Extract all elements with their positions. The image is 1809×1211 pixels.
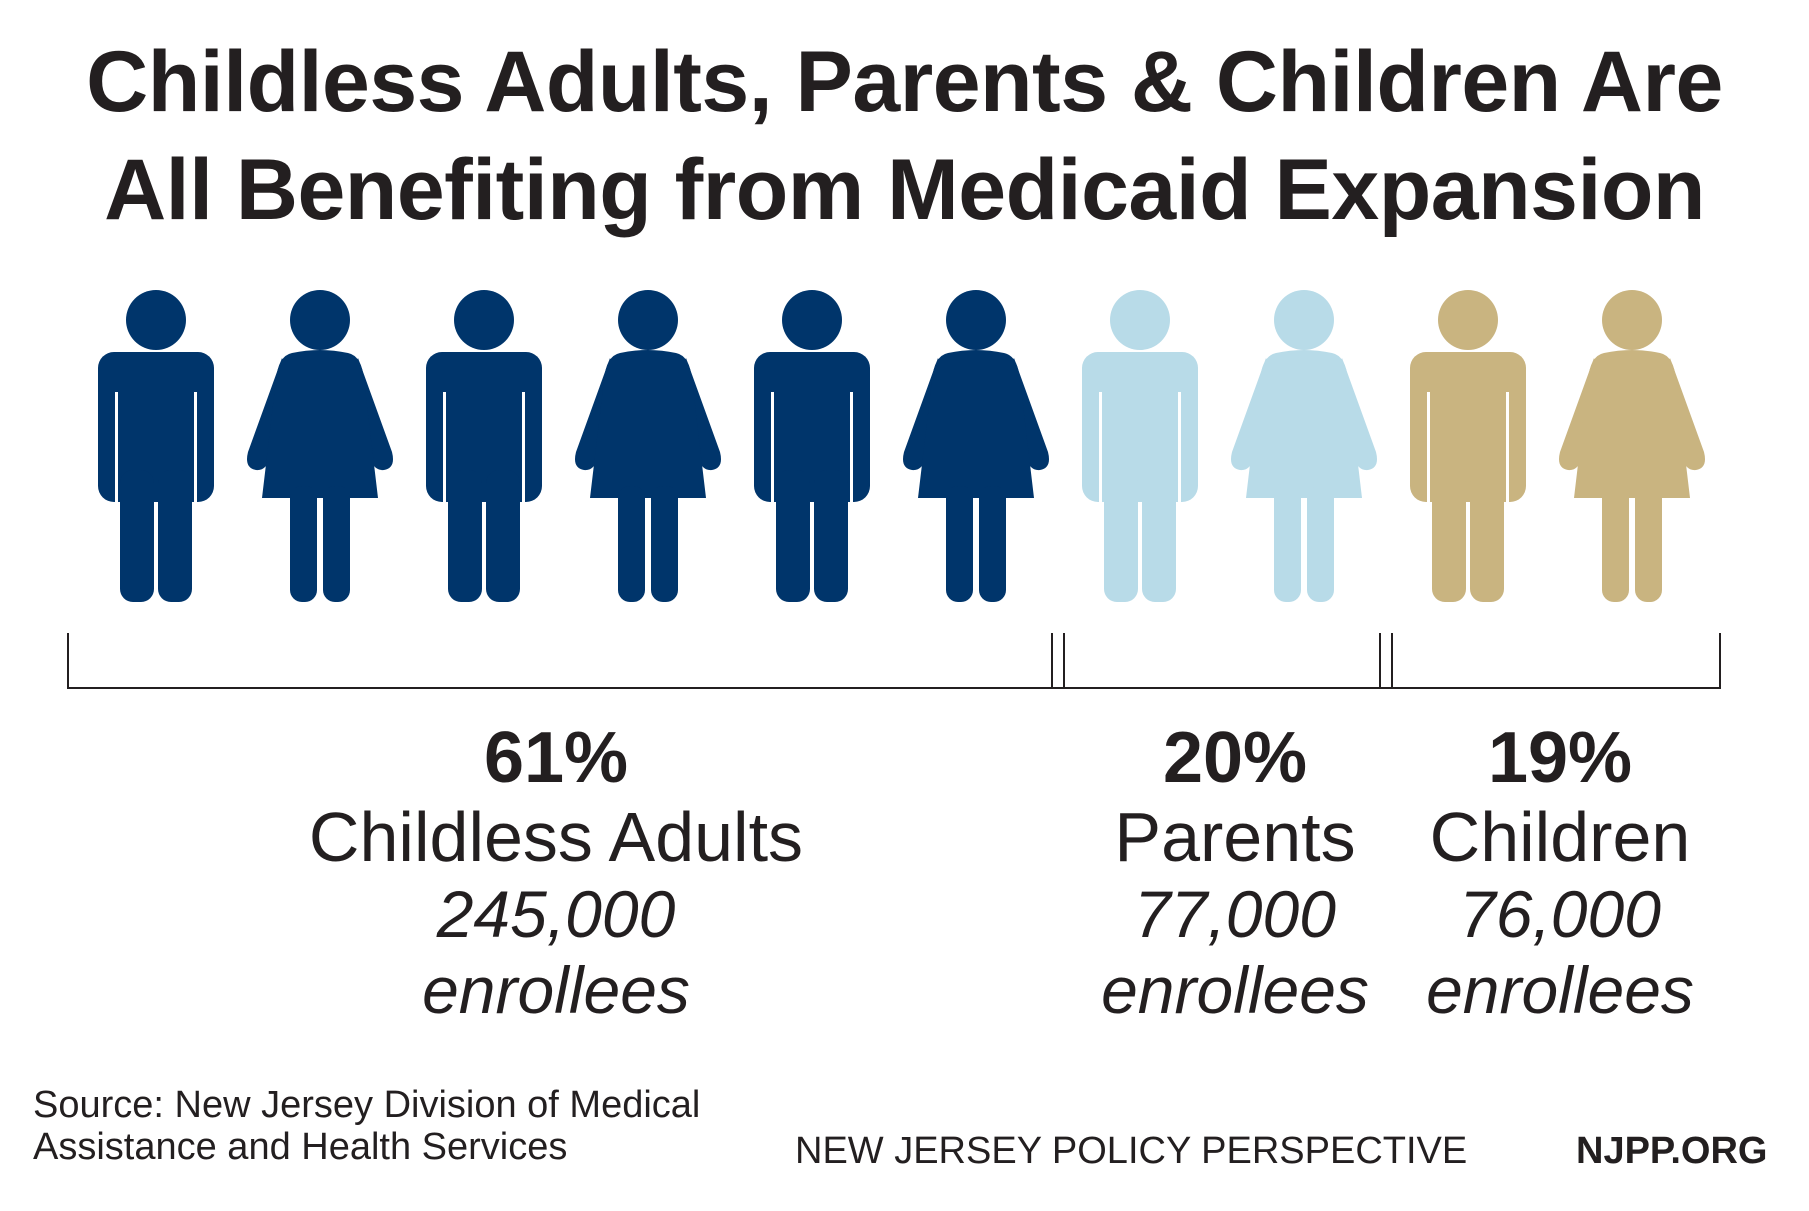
organization-name: NEW JERSEY POLICY PERSPECTIVE: [795, 1130, 1468, 1172]
bracket-parents: [1051, 633, 1393, 689]
group-brackets: [67, 633, 1721, 689]
female-figure-icon: [247, 290, 393, 602]
female-figure-icon: [575, 290, 721, 602]
unit-label: enrollees: [422, 953, 690, 1027]
percent-label: 19%: [1487, 718, 1633, 798]
male-figure-icon: [1082, 290, 1198, 602]
male-figure-icon: [754, 290, 870, 602]
website-link[interactable]: NJPP.ORG: [1576, 1130, 1768, 1172]
chart-title: Childless Adults, Parents & Children Are…: [0, 28, 1809, 244]
male-figure-icon: [1410, 290, 1526, 602]
percent-label: 20%: [1162, 718, 1308, 798]
count-label: 76,000: [1459, 877, 1661, 951]
percent-label: 61%: [483, 718, 629, 798]
unit-label: enrollees: [1426, 953, 1694, 1027]
count-label: 77,000: [1134, 877, 1336, 951]
pictogram-figures: [98, 290, 1705, 602]
female-figure-icon: [1559, 290, 1705, 602]
chart-title-line2: All Benefiting from Medicaid Expansion: [104, 142, 1705, 238]
bracket-childless-adults: [67, 633, 1065, 689]
female-figure-icon: [903, 290, 1049, 602]
group-parents: 20% Parents 77,000 enrollees: [1085, 718, 1385, 1028]
category-label: Childless Adults: [308, 798, 804, 876]
source-line2: Assistance and Health Services: [33, 1126, 568, 1168]
male-figure-icon: [98, 290, 214, 602]
source-note: Source: New Jersey Division of Medical A…: [33, 1084, 793, 1168]
bracket-children: [1379, 633, 1721, 689]
category-label: Children: [1429, 798, 1691, 876]
chart-title-line1: Childless Adults, Parents & Children Are: [86, 34, 1723, 130]
count-label: 245,000: [436, 877, 676, 951]
group-children: 19% Children 76,000 enrollees: [1410, 718, 1710, 1028]
female-figure-icon: [1231, 290, 1377, 602]
unit-label: enrollees: [1101, 953, 1369, 1027]
category-label: Parents: [1114, 798, 1356, 876]
male-figure-icon: [426, 290, 542, 602]
group-childless-adults: 61% Childless Adults 245,000 enrollees: [256, 718, 856, 1028]
source-line1: Source: New Jersey Division of Medical: [33, 1084, 701, 1126]
